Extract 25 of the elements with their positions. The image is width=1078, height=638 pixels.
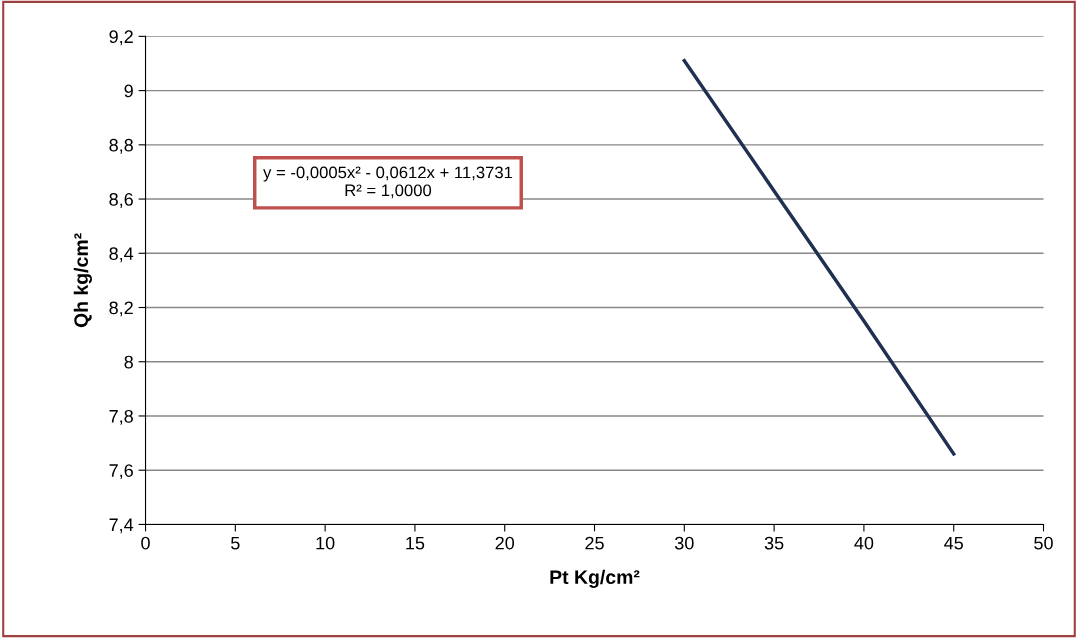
y-tick-label: 8,4 [109,247,134,263]
y-axis-title: Qh kg/cm² [73,233,92,328]
x-tick-label: 10 [316,536,335,550]
line-series [682,59,956,456]
x-tick-label: 20 [495,536,515,550]
y-tick-label: 9,2 [109,30,133,46]
y-tick-label: 8,2 [109,301,133,317]
x-tick-label: 25 [585,536,604,550]
x-tick-label: 50 [1034,536,1053,550]
y-tick-label: 9 [124,84,133,98]
x-tick-label: 45 [944,536,963,550]
x-tick-label: 0 [141,536,150,550]
y-tick-label: 8 [124,355,133,369]
y-tick-label: 8,8 [109,138,133,154]
x-tick-label: 15 [406,536,425,550]
y-tick-label: 7,4 [109,518,134,534]
x-tick-label: 30 [674,536,694,550]
y-tick-label: 8,6 [109,192,133,208]
x-tick-label: 5 [231,536,240,550]
x-tick-label: 35 [764,536,784,550]
x-tick-label: 40 [854,536,874,550]
y-tick-label: 7,8 [109,409,133,425]
x-axis-title: Pt Kg/cm² [550,569,640,588]
y-tick-label: 7,6 [109,464,133,480]
annotation: y = -0,0005x² - 0,0612x + 11,3731 R² = 1,0000 [263,166,513,199]
